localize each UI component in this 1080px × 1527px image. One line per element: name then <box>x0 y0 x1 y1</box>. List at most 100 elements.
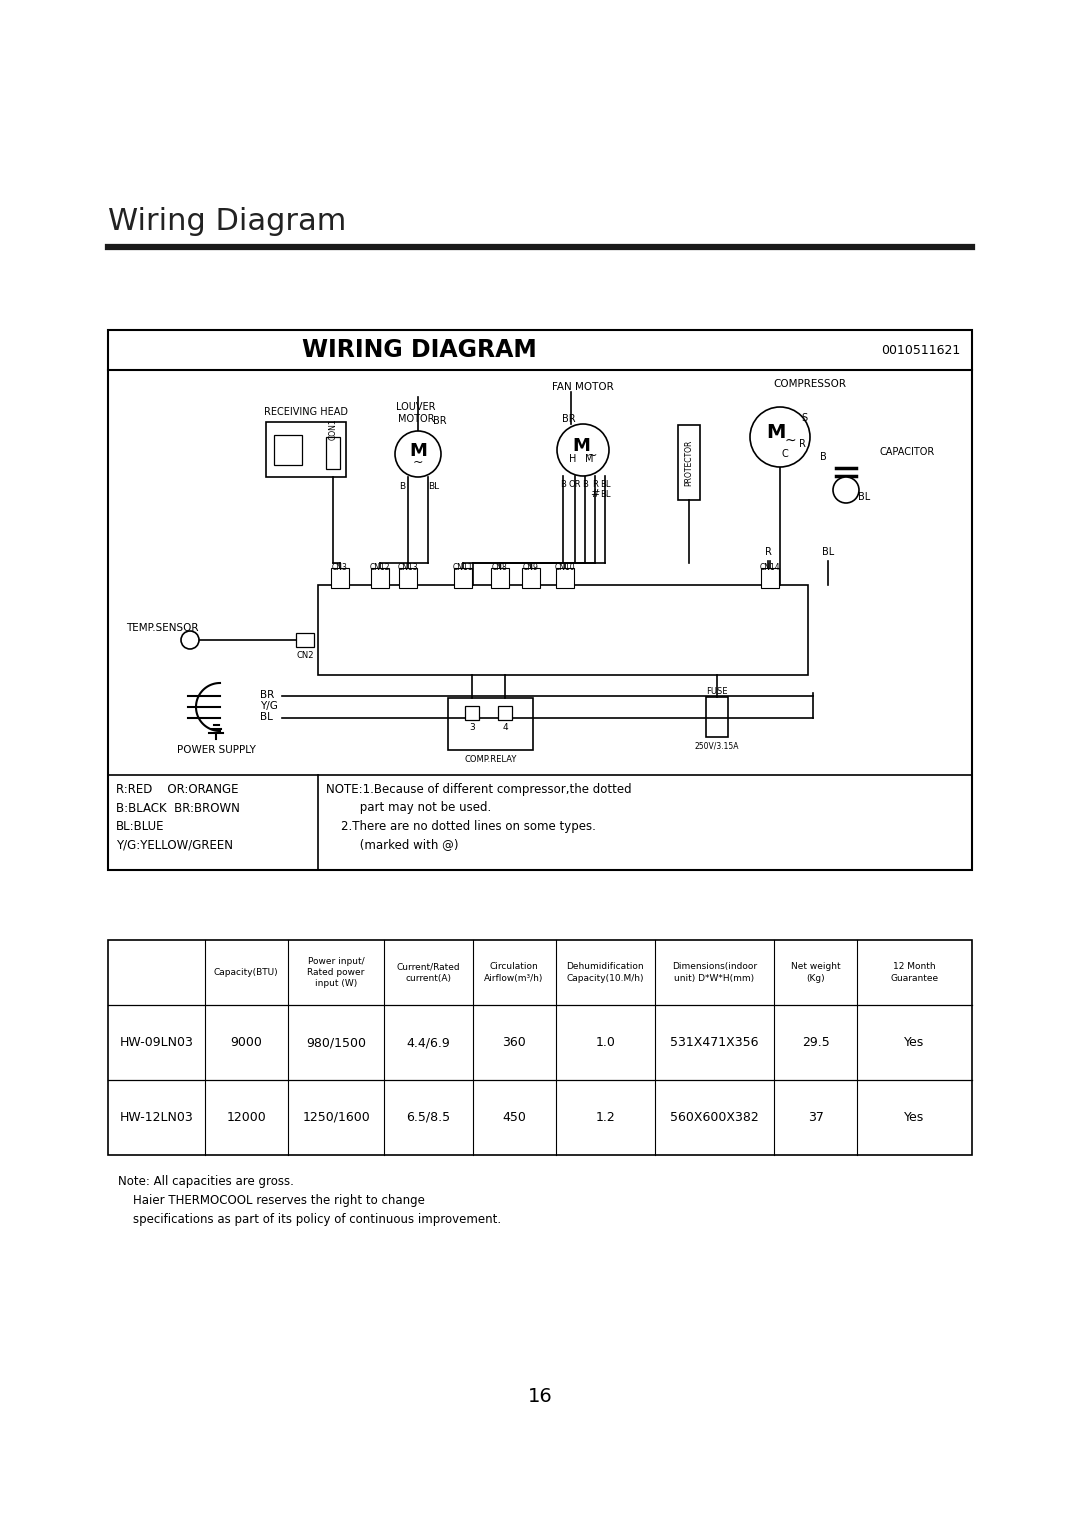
Circle shape <box>833 476 859 502</box>
Text: 980/1500: 980/1500 <box>306 1035 366 1049</box>
Bar <box>454 568 472 588</box>
Text: OR: OR <box>569 479 581 489</box>
Text: #: # <box>591 489 599 499</box>
Text: 531X471X356: 531X471X356 <box>671 1035 759 1049</box>
Text: 3: 3 <box>469 724 475 733</box>
Text: PROTECTOR: PROTECTOR <box>685 440 693 486</box>
Text: CN10: CN10 <box>555 562 576 571</box>
Text: CN14: CN14 <box>759 562 781 571</box>
Text: M: M <box>584 454 593 464</box>
Text: ~: ~ <box>784 434 796 447</box>
Text: CN2: CN2 <box>296 651 314 660</box>
Text: 9000: 9000 <box>230 1035 262 1049</box>
Text: B: B <box>561 479 566 489</box>
Bar <box>108 330 972 870</box>
Text: M: M <box>767 423 785 441</box>
Text: 29.5: 29.5 <box>801 1035 829 1049</box>
Bar <box>318 585 808 675</box>
Text: Y/G: Y/G <box>260 701 278 712</box>
Text: CN3: CN3 <box>332 562 348 571</box>
Text: CN8: CN8 <box>492 562 508 571</box>
Text: CAPACITOR: CAPACITOR <box>880 447 935 457</box>
Bar <box>678 425 700 499</box>
Text: BR: BR <box>260 690 274 699</box>
Text: CN13: CN13 <box>397 562 418 571</box>
Text: 4.4/6.9: 4.4/6.9 <box>407 1035 450 1049</box>
Text: M: M <box>572 437 590 455</box>
Text: CON1: CON1 <box>328 418 337 440</box>
Bar <box>108 941 972 1154</box>
Text: BL: BL <box>260 712 273 722</box>
Text: Power input/
Rated power
input (W): Power input/ Rated power input (W) <box>308 957 365 988</box>
Text: HW-12LN03: HW-12LN03 <box>120 1112 193 1124</box>
Text: 1250/1600: 1250/1600 <box>302 1112 370 1124</box>
Text: 360: 360 <box>502 1035 526 1049</box>
Text: CN9: CN9 <box>523 562 539 571</box>
Text: B: B <box>820 452 826 463</box>
Text: BR: BR <box>433 415 447 426</box>
Bar <box>522 568 540 588</box>
Text: BL: BL <box>858 492 870 502</box>
Bar <box>761 568 779 588</box>
Text: ~: ~ <box>586 449 597 461</box>
Text: 4: 4 <box>502 724 508 733</box>
Text: B: B <box>582 479 588 489</box>
Text: 1.0: 1.0 <box>595 1035 616 1049</box>
Text: Capacity(BTU): Capacity(BTU) <box>214 968 279 977</box>
Circle shape <box>750 408 810 467</box>
Text: R: R <box>798 438 806 449</box>
Text: Current/Rated
current(A): Current/Rated current(A) <box>396 962 460 982</box>
Text: R: R <box>592 479 598 489</box>
Bar <box>274 435 302 466</box>
Bar <box>556 568 573 588</box>
Circle shape <box>181 631 199 649</box>
Text: COMPRESSOR: COMPRESSOR <box>773 379 847 389</box>
Text: 250V/3.15A: 250V/3.15A <box>694 742 739 750</box>
Text: 560X600X382: 560X600X382 <box>671 1112 759 1124</box>
Text: FAN MOTOR: FAN MOTOR <box>552 382 613 392</box>
Bar <box>706 696 728 738</box>
Text: B: B <box>399 483 405 492</box>
Bar <box>399 568 417 588</box>
Text: ~: ~ <box>413 455 423 469</box>
Text: Wiring Diagram: Wiring Diagram <box>108 208 347 237</box>
Text: HW-09LN03: HW-09LN03 <box>120 1035 193 1049</box>
Text: BL: BL <box>822 547 834 557</box>
Text: 450: 450 <box>502 1112 526 1124</box>
Text: RECEIVING HEAD: RECEIVING HEAD <box>264 408 348 417</box>
Bar <box>491 568 509 588</box>
Bar <box>465 705 480 721</box>
Text: POWER SUPPLY: POWER SUPPLY <box>176 745 256 754</box>
Text: Note: All capacities are gross.
    Haier THERMOCOOL reserves the right to chang: Note: All capacities are gross. Haier TH… <box>118 1174 501 1226</box>
Text: CN12: CN12 <box>369 562 390 571</box>
Bar <box>326 437 340 469</box>
Text: Dimensions(indoor
unit) D*W*H(mm): Dimensions(indoor unit) D*W*H(mm) <box>672 962 757 982</box>
Bar <box>296 634 314 647</box>
Bar <box>372 568 389 588</box>
Text: LOUVER
MOTOR: LOUVER MOTOR <box>396 402 435 425</box>
Bar <box>266 421 346 476</box>
Text: Dehumidification
Capacity(10.M/h): Dehumidification Capacity(10.M/h) <box>566 962 644 982</box>
Text: NOTE:1.Because of different compressor,the dotted
         part may not be used.: NOTE:1.Because of different compressor,t… <box>326 783 632 852</box>
Text: R:RED    OR:ORANGE
B:BLACK  BR:BROWN
BL:BLUE
Y/G:YELLOW/GREEN: R:RED OR:ORANGE B:BLACK BR:BROWN BL:BLUE… <box>116 783 240 852</box>
Text: R: R <box>765 547 771 557</box>
Text: 0010511621: 0010511621 <box>881 344 960 356</box>
Text: Yes: Yes <box>904 1035 924 1049</box>
Text: S: S <box>801 412 807 423</box>
Text: 37: 37 <box>808 1112 824 1124</box>
Text: BL: BL <box>429 483 440 492</box>
Bar <box>498 705 512 721</box>
Text: CN11: CN11 <box>453 562 473 571</box>
Text: 16: 16 <box>528 1388 552 1406</box>
Text: 12000: 12000 <box>227 1112 266 1124</box>
Text: 12 Month
Guarantee: 12 Month Guarantee <box>891 962 939 982</box>
Text: Yes: Yes <box>904 1112 924 1124</box>
Text: 6.5/8.5: 6.5/8.5 <box>406 1112 450 1124</box>
Text: WIRING DIAGRAM: WIRING DIAGRAM <box>301 337 537 362</box>
Text: COMP.RELAY: COMP.RELAY <box>464 754 516 764</box>
Circle shape <box>557 425 609 476</box>
Bar <box>330 568 349 588</box>
Text: H: H <box>569 454 577 464</box>
Text: TEMP.SENSOR: TEMP.SENSOR <box>126 623 199 634</box>
Bar <box>448 698 534 750</box>
